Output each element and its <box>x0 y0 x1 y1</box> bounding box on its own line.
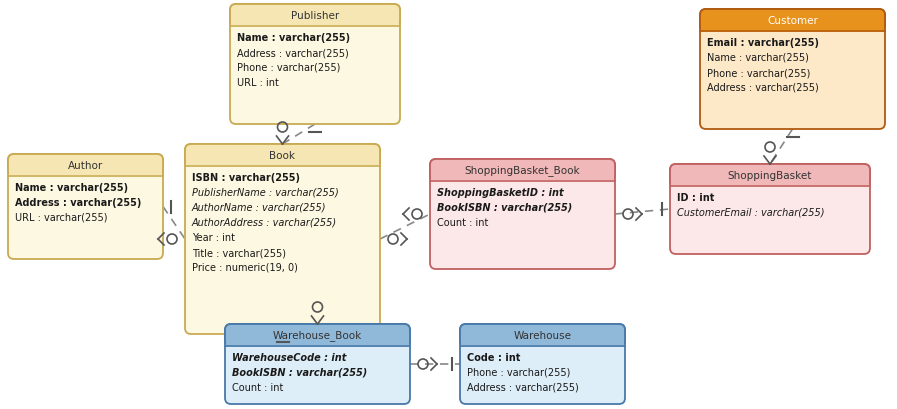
Text: AuthorAddress : varchar(255): AuthorAddress : varchar(255) <box>192 218 337 227</box>
Text: Code : int: Code : int <box>467 352 520 362</box>
Text: BookISBN : varchar(255): BookISBN : varchar(255) <box>232 367 367 377</box>
Text: Count : int: Count : int <box>232 382 283 392</box>
Text: Email : varchar(255): Email : varchar(255) <box>707 38 819 48</box>
FancyBboxPatch shape <box>230 5 400 27</box>
Text: Address : varchar(255): Address : varchar(255) <box>467 382 579 392</box>
FancyBboxPatch shape <box>670 164 870 187</box>
Text: PublisherName : varchar(255): PublisherName : varchar(255) <box>192 188 339 198</box>
FancyBboxPatch shape <box>225 324 410 346</box>
Text: Phone : varchar(255): Phone : varchar(255) <box>237 63 340 73</box>
FancyBboxPatch shape <box>430 160 615 182</box>
Text: URL : varchar(255): URL : varchar(255) <box>15 213 108 222</box>
FancyBboxPatch shape <box>460 324 625 346</box>
Text: Author: Author <box>68 161 103 171</box>
Bar <box>431 175 614 182</box>
Text: ISBN : varchar(255): ISBN : varchar(255) <box>192 173 300 182</box>
Text: BookISBN : varchar(255): BookISBN : varchar(255) <box>437 202 572 213</box>
FancyBboxPatch shape <box>185 145 380 334</box>
Bar <box>461 340 624 347</box>
FancyBboxPatch shape <box>430 160 615 270</box>
Text: Phone : varchar(255): Phone : varchar(255) <box>467 367 570 377</box>
Bar <box>231 21 399 28</box>
Bar <box>701 26 884 33</box>
Text: Title : varchar(255): Title : varchar(255) <box>192 247 286 257</box>
FancyBboxPatch shape <box>670 164 870 254</box>
FancyBboxPatch shape <box>8 155 163 259</box>
Text: AuthorName : varchar(255): AuthorName : varchar(255) <box>192 202 327 213</box>
Text: Warehouse: Warehouse <box>513 330 571 340</box>
Text: Warehouse_Book: Warehouse_Book <box>273 330 362 341</box>
Text: ID : int: ID : int <box>677 193 714 202</box>
Text: Book: Book <box>269 151 295 161</box>
FancyBboxPatch shape <box>230 5 400 125</box>
Text: Publisher: Publisher <box>291 11 339 21</box>
Text: Name : varchar(255): Name : varchar(255) <box>707 53 809 63</box>
Text: Customer: Customer <box>767 16 818 26</box>
Text: Address : varchar(255): Address : varchar(255) <box>15 198 142 207</box>
Bar <box>226 340 409 347</box>
Text: ShoppingBasket_Book: ShoppingBasket_Book <box>465 165 580 176</box>
FancyBboxPatch shape <box>700 10 885 32</box>
FancyBboxPatch shape <box>185 145 380 166</box>
FancyBboxPatch shape <box>460 324 625 404</box>
Text: ShoppingBasket: ShoppingBasket <box>727 171 812 180</box>
FancyBboxPatch shape <box>225 324 410 404</box>
Text: Count : int: Count : int <box>437 218 488 227</box>
Text: Address : varchar(255): Address : varchar(255) <box>237 48 349 58</box>
Text: ShoppingBasketID : int: ShoppingBasketID : int <box>437 188 563 198</box>
Text: Address : varchar(255): Address : varchar(255) <box>707 83 819 93</box>
Text: WarehouseCode : int: WarehouseCode : int <box>232 352 346 362</box>
Text: Name : varchar(255): Name : varchar(255) <box>237 33 350 43</box>
FancyBboxPatch shape <box>8 155 163 177</box>
Text: Name : varchar(255): Name : varchar(255) <box>15 182 128 193</box>
Text: Year : int: Year : int <box>192 232 235 243</box>
Bar <box>186 161 379 168</box>
Text: Price : numeric(19, 0): Price : numeric(19, 0) <box>192 262 298 272</box>
Bar <box>671 180 869 188</box>
Text: Phone : varchar(255): Phone : varchar(255) <box>707 68 810 78</box>
Text: URL : int: URL : int <box>237 78 279 88</box>
Text: CustomerEmail : varchar(255): CustomerEmail : varchar(255) <box>677 207 824 218</box>
FancyBboxPatch shape <box>700 10 885 130</box>
Bar <box>9 171 162 178</box>
